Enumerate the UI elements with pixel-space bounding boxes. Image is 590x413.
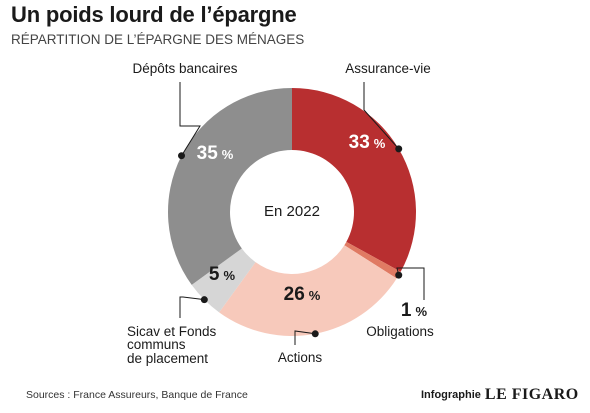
leader-dot-obligations <box>395 271 403 279</box>
credit: Infographie LE FIGARO <box>421 386 579 404</box>
leader-dot-depots-bancaires <box>178 152 186 160</box>
category-label-obligations: Obligations <box>366 324 434 339</box>
slice-assurance-vie <box>292 88 416 272</box>
value-label-depots-bancaires: 35% <box>197 143 234 164</box>
slice-actions <box>219 245 397 336</box>
value-label-assurance-vie: 33% <box>349 132 386 153</box>
category-label-sicav-et-fonds-communs-de-placement: Sicav et Fonds communs de placement <box>127 324 217 366</box>
leader-line-depots-bancaires <box>179 82 201 156</box>
center-label: En 2022 <box>264 203 320 220</box>
value-label-obligations: 1% <box>401 300 428 321</box>
credit-label: Infographie <box>421 389 481 401</box>
leader-dot-sicav-et-fonds-communs-de-placement <box>200 296 208 304</box>
leader-line-sicav-et-fonds-communs-de-placement <box>179 296 205 318</box>
leader-line-assurance-vie <box>363 82 400 150</box>
slice-depots-bancaires <box>168 88 292 285</box>
chart-title: Un poids lourd de l’épargne <box>11 2 297 27</box>
leader-line-obligations <box>396 267 425 300</box>
category-label-actions: Actions <box>278 350 323 365</box>
chart-subtitle: RÉPARTITION DE L’ÉPARGNE DES MÉNAGES <box>11 32 305 47</box>
slice-sicav-et-fonds-communs-de-placement <box>191 248 256 313</box>
source-note: Sources : France Assureurs, Banque de Fr… <box>26 389 248 401</box>
leader-dot-assurance-vie <box>395 145 403 153</box>
figaro-logo: LE FIGARO <box>484 386 579 403</box>
leader-line-actions <box>294 330 316 345</box>
value-label-actions: 26% <box>284 284 321 305</box>
slice-obligations <box>344 241 401 279</box>
category-label-depots-bancaires: Dépôts bancaires <box>132 61 237 76</box>
leader-dot-actions <box>311 330 319 338</box>
category-label-assurance-vie: Assurance-vie <box>345 61 431 76</box>
value-label-sicav-et-fonds-communs-de-placement: 5% <box>209 264 236 285</box>
